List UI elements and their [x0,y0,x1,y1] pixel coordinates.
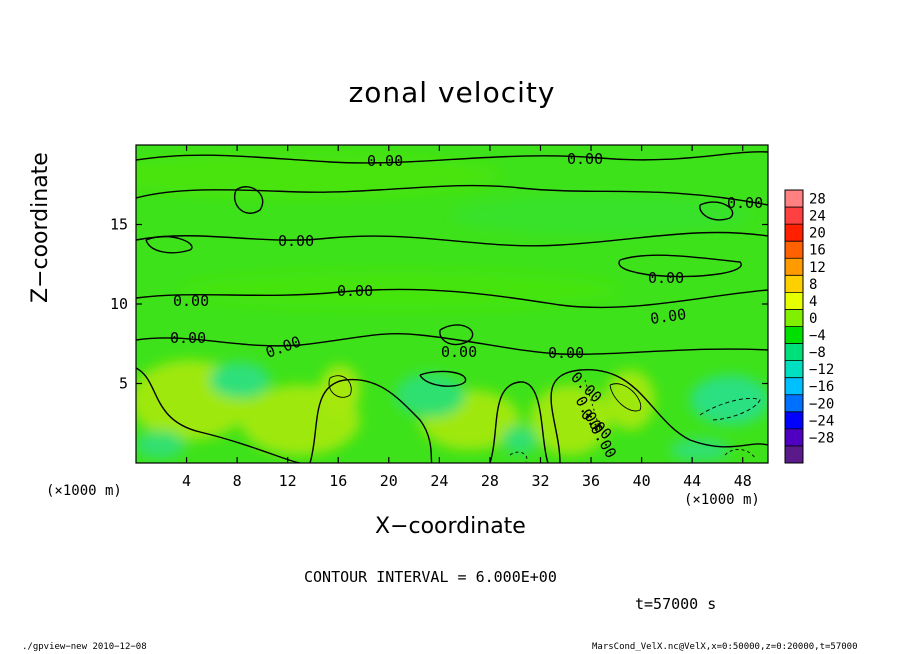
colorbar-swatch [785,275,803,293]
contour-lines [136,151,768,463]
x-tick-label: 36 [582,472,600,490]
y-tick-label: 5 [119,375,128,393]
colorbar-swatch [785,360,803,379]
x-tick-label: 28 [481,472,499,490]
contour-label: 0.00 [337,282,373,300]
colorbar-label: 16 [809,243,826,259]
colorbar-label: 24 [809,209,826,225]
footer-left: ./gpview−new 2010−12−08 [22,642,147,652]
plot-area: 0.00 0.00 0.00 0.00 0.00 0.00 0.00 0.00 0.00 0.00… [136,145,768,463]
colorbar-swatch [785,394,803,413]
colorbar-label: 0 [809,311,817,327]
colorbar-label: −4 [809,328,826,344]
y-axis-label: Z−coordinate [28,152,53,303]
x-tick-label: 24 [430,472,448,490]
x-tick-label: 44 [683,472,701,490]
colorbar-swatch [785,326,803,345]
colorbar-label: 20 [809,226,826,242]
footer-right: MarsCond_VelX.nc@VelX,x=0:50000,z=0:2000… [592,642,858,652]
x-tick-label: 20 [380,472,398,490]
contour-label: 0.00 [278,232,314,250]
colorbar-swatch [785,190,803,208]
y-tick-label: 10 [110,295,128,313]
y-axis: 5 10 15 [110,216,768,393]
colorbar-swatch [785,377,803,396]
colorbar-label: −24 [809,413,834,429]
colorbar-label: 8 [809,277,817,293]
colorbar-swatch [785,343,803,362]
colorbar-label: −12 [809,362,834,378]
x-tick-label: 40 [633,472,651,490]
colorbar-swatch [785,428,803,447]
x-tick-label: 16 [329,472,347,490]
x-tick-label: 8 [233,472,242,490]
contour-label: 0.00 [649,305,687,328]
x-tick-label: 32 [531,472,549,490]
field-blobs [136,153,768,462]
chart-title: zonal velocity [348,76,556,109]
time-label: t=57000 s [635,595,717,613]
colorbar-label: −8 [809,345,826,361]
x-tick-label: 48 [734,472,752,490]
colorbar-swatch [785,309,803,327]
colorbar-swatch [785,207,803,225]
colorbar-label: 12 [809,260,826,276]
x-unit-label: (×1000 m) [684,492,760,508]
x-axis-label: X−coordinate [375,514,526,539]
colorbar-swatch [785,292,803,310]
contour-label: 0.00 [727,194,763,212]
colorbar-label: −16 [809,379,834,395]
x-tick-label: 4 [182,472,191,490]
colorbar-swatch [785,258,803,276]
x-axis: 4 8 12 16 20 24 28 32 36 40 44 48 [182,145,752,490]
contour-label: 0.00 [441,343,477,361]
contour-label: 0.00 [567,150,603,168]
contour-lines-thin [328,375,761,463]
x-tick-label: 12 [279,472,297,490]
contour-label: 0.00 [648,269,684,287]
colorbar-label: 28 [809,192,826,208]
colorbar-label: 4 [809,294,817,310]
y-tick-label: 15 [110,216,128,234]
contour-label: 0.00 [173,292,209,310]
y-unit-label: (×1000 m) [46,483,122,499]
colorbar-swatch [785,445,803,464]
colorbar-swatch [785,241,803,259]
colorbar-label: −20 [809,396,834,412]
colorbar-label: −28 [809,430,834,446]
contour-label: 0.00 [548,344,584,362]
contour-interval-text: CONTOUR INTERVAL = 6.000E+00 [304,568,557,586]
colorbar-swatch [785,411,803,430]
contour-label: 0.00 [367,152,403,170]
colorbar-swatch [785,224,803,242]
contour-label: 0.00 [170,329,206,347]
